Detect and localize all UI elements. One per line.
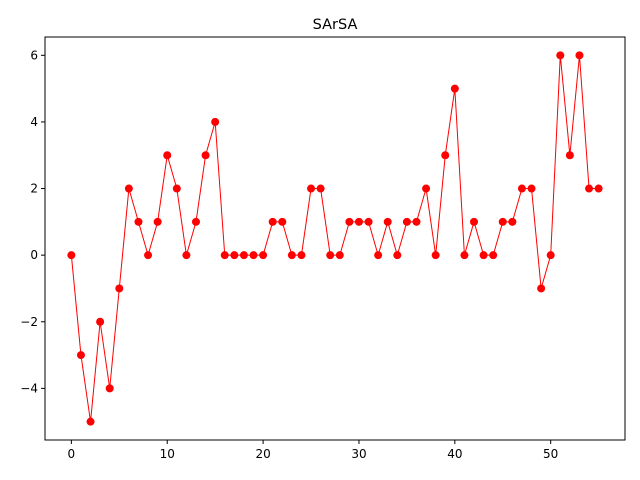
- data-point: [115, 284, 124, 293]
- plot-frame: [44, 36, 626, 441]
- data-point: [67, 251, 76, 260]
- data-point: [211, 117, 220, 126]
- data-point: [287, 251, 296, 260]
- data-point: [249, 251, 258, 260]
- data-point: [345, 217, 354, 226]
- data-point: [479, 251, 488, 260]
- data-point: [565, 151, 574, 160]
- x-tick-label: 40: [447, 447, 462, 461]
- data-point: [498, 217, 507, 226]
- data-point: [508, 217, 517, 226]
- y-tick-label: 0: [30, 248, 38, 262]
- data-point: [460, 251, 469, 260]
- x-tick-label: 30: [351, 447, 366, 461]
- y-tick-label: −4: [20, 381, 38, 395]
- data-point: [537, 284, 546, 293]
- data-point: [153, 217, 162, 226]
- y-axis-ticks: −4 −2 0 2 4 6: [20, 48, 45, 395]
- data-point: [105, 384, 114, 393]
- data-point: [412, 217, 421, 226]
- data-point: [441, 151, 450, 160]
- data-point: [489, 251, 498, 260]
- x-tick-label: 0: [68, 447, 76, 461]
- data-point: [374, 251, 383, 260]
- data-point: [230, 251, 239, 260]
- data-point: [96, 317, 105, 326]
- x-tick-label: 50: [543, 447, 558, 461]
- data-point: [124, 184, 133, 193]
- data-point: [86, 417, 95, 426]
- y-tick-label: −2: [20, 315, 38, 329]
- data-point: [594, 184, 603, 193]
- data-point: [422, 184, 431, 193]
- data-point: [470, 217, 479, 226]
- data-point: [517, 184, 526, 193]
- x-tick-label: 10: [160, 447, 175, 461]
- data-point: [326, 251, 335, 260]
- data-point: [383, 217, 392, 226]
- data-point: [335, 251, 344, 260]
- data-point: [220, 251, 229, 260]
- data-point: [172, 184, 181, 193]
- x-tick-label: 20: [255, 447, 270, 461]
- data-point: [278, 217, 287, 226]
- data-point: [556, 51, 565, 60]
- data-point: [297, 251, 306, 260]
- data-point: [575, 51, 584, 60]
- data-point: [393, 251, 402, 260]
- y-tick-label: 2: [30, 182, 38, 196]
- data-point: [239, 251, 248, 260]
- y-tick-label: 6: [30, 48, 38, 62]
- data-point: [585, 184, 594, 193]
- chart-title: SArSA: [313, 17, 358, 33]
- data-point: [268, 217, 277, 226]
- data-point: [163, 151, 172, 160]
- data-point: [144, 251, 153, 260]
- data-point: [307, 184, 316, 193]
- data-point: [201, 151, 210, 160]
- data-point: [364, 217, 373, 226]
- data-point: [76, 351, 85, 360]
- data-point: [354, 217, 363, 226]
- data-point: [259, 251, 268, 260]
- y-tick-label: 4: [30, 115, 38, 129]
- data-point: [182, 251, 191, 260]
- data-series: [67, 51, 603, 426]
- data-point: [402, 217, 411, 226]
- series-line: [70, 55, 599, 422]
- x-axis-ticks: 0 10 20 30 40 50: [68, 440, 558, 461]
- data-point: [134, 217, 143, 226]
- data-point: [316, 184, 325, 193]
- data-point: [546, 251, 555, 260]
- data-point: [527, 184, 536, 193]
- data-point: [450, 84, 459, 93]
- data-point: [191, 217, 200, 226]
- data-point: [431, 251, 440, 260]
